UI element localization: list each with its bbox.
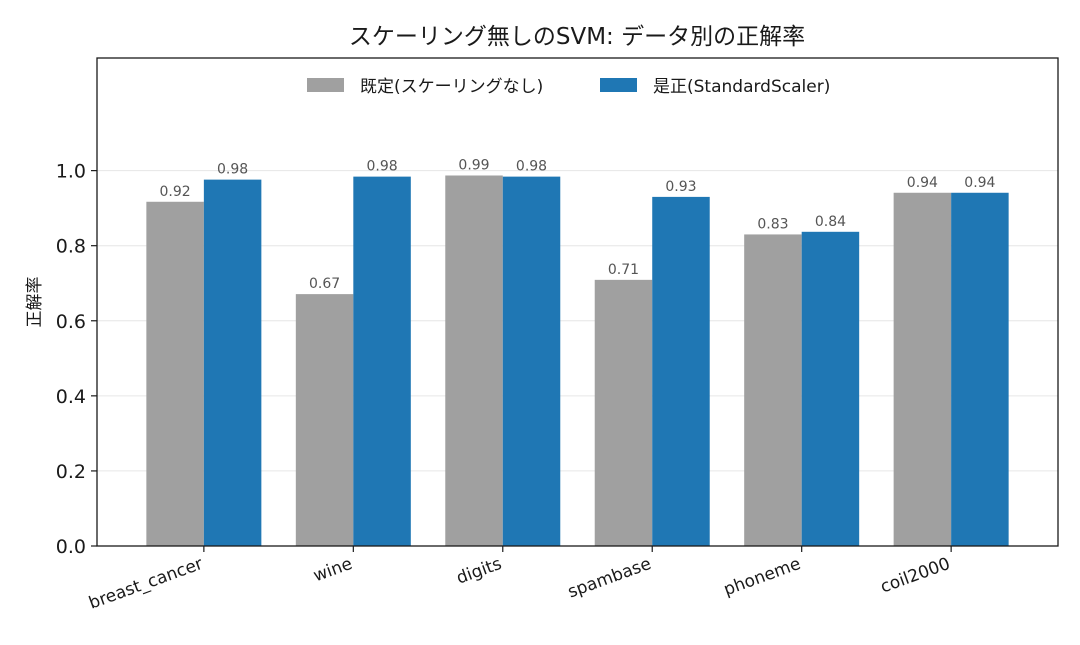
bar [146,201,204,546]
data-label: 0.84 [815,214,846,230]
legend-item: 既定(スケーリングなし) [307,77,543,97]
bar [203,179,262,546]
bar [353,176,411,547]
y-tick-label: 1.0 [56,161,86,183]
y-tick-label: 0.0 [56,536,86,558]
bars [146,175,1009,547]
data-label: 0.94 [907,175,938,191]
legend-swatch [600,78,637,92]
legend: 既定(スケーリングなし) 是正(StandardScaler) [307,77,830,97]
data-label: 0.83 [757,216,788,232]
bar [652,196,710,546]
data-label: 0.94 [964,175,995,191]
data-label: 0.92 [160,184,191,200]
bar [801,231,860,546]
x-tick-label: wine [311,554,355,586]
bar [951,192,1009,547]
data-label: 0.67 [309,276,340,292]
legend-item: 是正(StandardScaler) [600,77,830,97]
bar [744,234,802,546]
data-label: 0.98 [217,162,248,178]
y-tick-label: 0.8 [56,236,86,258]
x-axis-ticks: breast_cancer wine digits spambase phoneme co… [86,546,953,614]
y-axis-ticks: 0.0 0.2 0.4 0.6 0.8 1.0 [56,161,97,558]
legend-label: 既定(スケーリングなし) [360,77,543,97]
plot-frame [96,57,1059,547]
data-labels: 0.92 0.98 0.67 0.98 0.99 0.98 0.71 0.93 0.83 0.84… [160,157,996,292]
y-axis-label: 正解率 [25,277,45,328]
data-label: 0.71 [608,262,639,278]
y-tick-label: 0.6 [56,311,86,333]
bar [502,176,561,547]
x-tick-label: breast_cancer [86,554,205,614]
legend-label: 是正(StandardScaler) [653,77,830,97]
data-label: 0.98 [516,159,547,175]
x-tick-label: coil2000 [878,554,953,598]
x-tick-label: digits [454,554,505,589]
x-tick-label: phoneme [721,554,803,600]
legend-swatch [307,78,344,92]
x-tick-label: spambase [565,554,654,603]
data-label: 0.99 [458,157,489,173]
bar [594,279,653,546]
data-label: 0.98 [366,159,397,175]
data-label: 0.93 [665,179,696,195]
chart-title: スケーリング無しのSVM: データ別の正解率 [349,24,805,50]
bar [893,192,952,547]
y-tick-label: 0.4 [56,386,86,408]
bar [445,175,503,546]
y-tick-label: 0.2 [56,461,86,483]
bar [295,294,354,546]
